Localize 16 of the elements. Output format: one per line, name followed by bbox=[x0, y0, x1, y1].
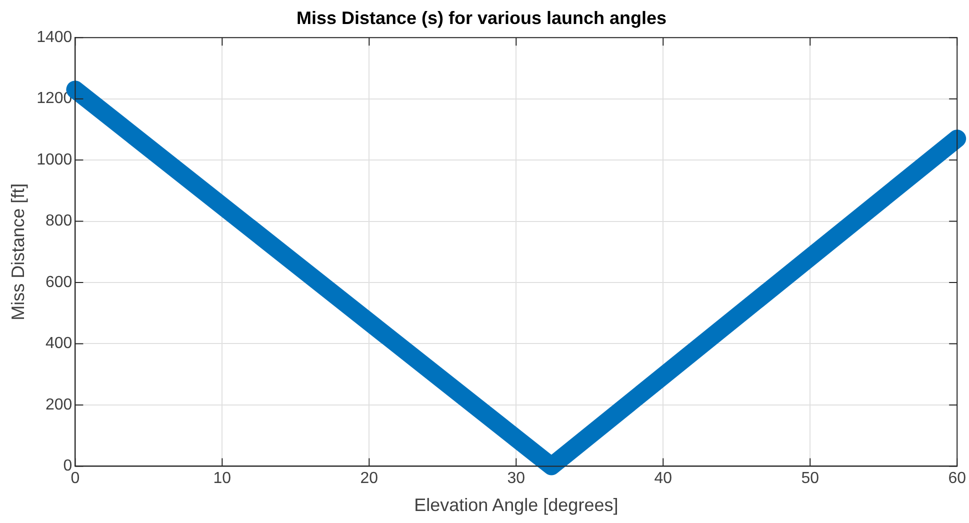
x-tick-label: 20 bbox=[360, 470, 378, 488]
chart-title: Miss Distance (s) for various launch angles bbox=[296, 8, 667, 28]
y-tick-label: 600 bbox=[45, 274, 72, 291]
x-tick-label: 10 bbox=[213, 470, 232, 488]
x-tick-label: 50 bbox=[801, 470, 820, 488]
x-tick-label: 30 bbox=[507, 470, 526, 488]
y-tick-label: 400 bbox=[45, 335, 72, 352]
y-tick-label: 1000 bbox=[36, 151, 72, 168]
y-tick-label: 0 bbox=[63, 458, 72, 475]
y-tick-label: 800 bbox=[45, 212, 72, 230]
y-tick-label: 1400 bbox=[36, 29, 72, 46]
y-axis-title: Miss Distance [ft] bbox=[8, 183, 28, 320]
x-axis-title: Elevation Angle [degrees] bbox=[414, 495, 618, 516]
y-tick-label: 200 bbox=[45, 396, 72, 414]
x-tick-label: 60 bbox=[948, 470, 966, 488]
x-tick-label: 40 bbox=[654, 470, 672, 488]
